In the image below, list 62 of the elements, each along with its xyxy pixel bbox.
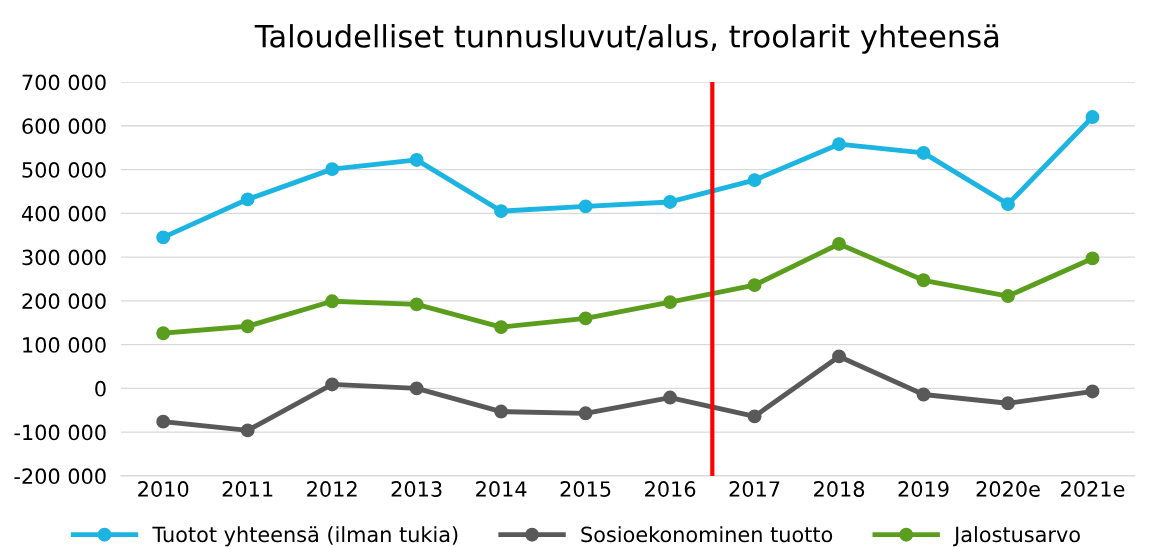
chart-title: Taloudelliset tunnusluvut/alus, troolarit yhteensä <box>254 24 999 54</box>
point <box>1001 197 1015 212</box>
point <box>916 387 931 402</box>
point <box>832 137 846 152</box>
point <box>1085 251 1100 266</box>
legend-label: Jalostusarvo <box>953 526 1080 547</box>
y-tick-label: 500 000 <box>22 162 106 178</box>
y-tick-label: 700 000 <box>22 74 106 91</box>
x-tick-label: 2012 <box>307 481 357 497</box>
legend-label: Tuotot yhteensä (ilman tukia) <box>152 526 458 547</box>
point <box>747 409 762 424</box>
point <box>240 319 255 334</box>
y-tick-label: 0 <box>95 380 106 397</box>
point <box>409 297 424 312</box>
x-tick-label: 2021e <box>1061 481 1125 497</box>
point <box>1085 384 1100 399</box>
point <box>325 162 340 177</box>
y-tick-label: 600 000 <box>22 118 106 135</box>
point <box>156 230 171 245</box>
point <box>578 311 593 326</box>
x-tick-label: 2010 <box>138 481 189 497</box>
x-tick-label: 2011 <box>222 481 273 497</box>
point <box>916 273 931 288</box>
point <box>494 404 509 419</box>
point <box>156 414 171 429</box>
point <box>240 423 255 438</box>
y-tick-label: -100 000 <box>14 424 106 441</box>
point <box>1001 289 1015 303</box>
point <box>494 320 509 335</box>
point <box>156 326 171 341</box>
point <box>747 278 762 293</box>
point <box>916 145 931 160</box>
point <box>747 173 762 188</box>
point <box>663 295 678 310</box>
point <box>663 390 678 405</box>
point <box>832 237 846 251</box>
x-tick-label: 2014 <box>476 481 527 497</box>
point <box>578 406 593 421</box>
point <box>832 349 846 364</box>
y-tick-label: 400 000 <box>21 205 106 222</box>
point <box>1001 396 1015 411</box>
point <box>240 192 255 207</box>
y-tick-label: 200 000 <box>22 293 106 310</box>
point <box>494 204 509 219</box>
y-tick-label: 300 000 <box>22 249 106 266</box>
y-tick-label: 100 000 <box>23 337 106 353</box>
point <box>1085 110 1100 125</box>
point <box>578 199 593 214</box>
x-tick-label: 2019 <box>898 481 949 497</box>
point <box>409 152 424 167</box>
x-tick-label: 2017 <box>729 481 780 497</box>
x-tick-label: 2018 <box>814 481 865 497</box>
legend-label: Sosioekonominen tuotto <box>581 526 833 543</box>
point <box>663 195 678 209</box>
x-tick-label: 2020e <box>976 481 1040 497</box>
x-tick-label: 2015 <box>560 481 611 497</box>
y-tick-label: -200 000 <box>14 468 106 485</box>
point <box>409 381 424 396</box>
x-tick-label: 2016 <box>645 481 696 497</box>
point <box>325 377 340 392</box>
x-tick-label: 2013 <box>391 481 442 497</box>
point <box>325 294 340 309</box>
